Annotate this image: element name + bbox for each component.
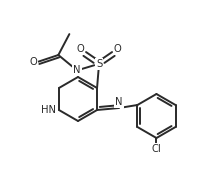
Text: O: O [30, 57, 37, 67]
Text: Cl: Cl [152, 144, 161, 154]
Text: O: O [77, 44, 84, 54]
Text: HN: HN [41, 105, 56, 115]
Text: N: N [115, 97, 123, 107]
Text: N: N [73, 65, 81, 75]
Text: S: S [96, 59, 102, 69]
Text: O: O [114, 44, 122, 54]
